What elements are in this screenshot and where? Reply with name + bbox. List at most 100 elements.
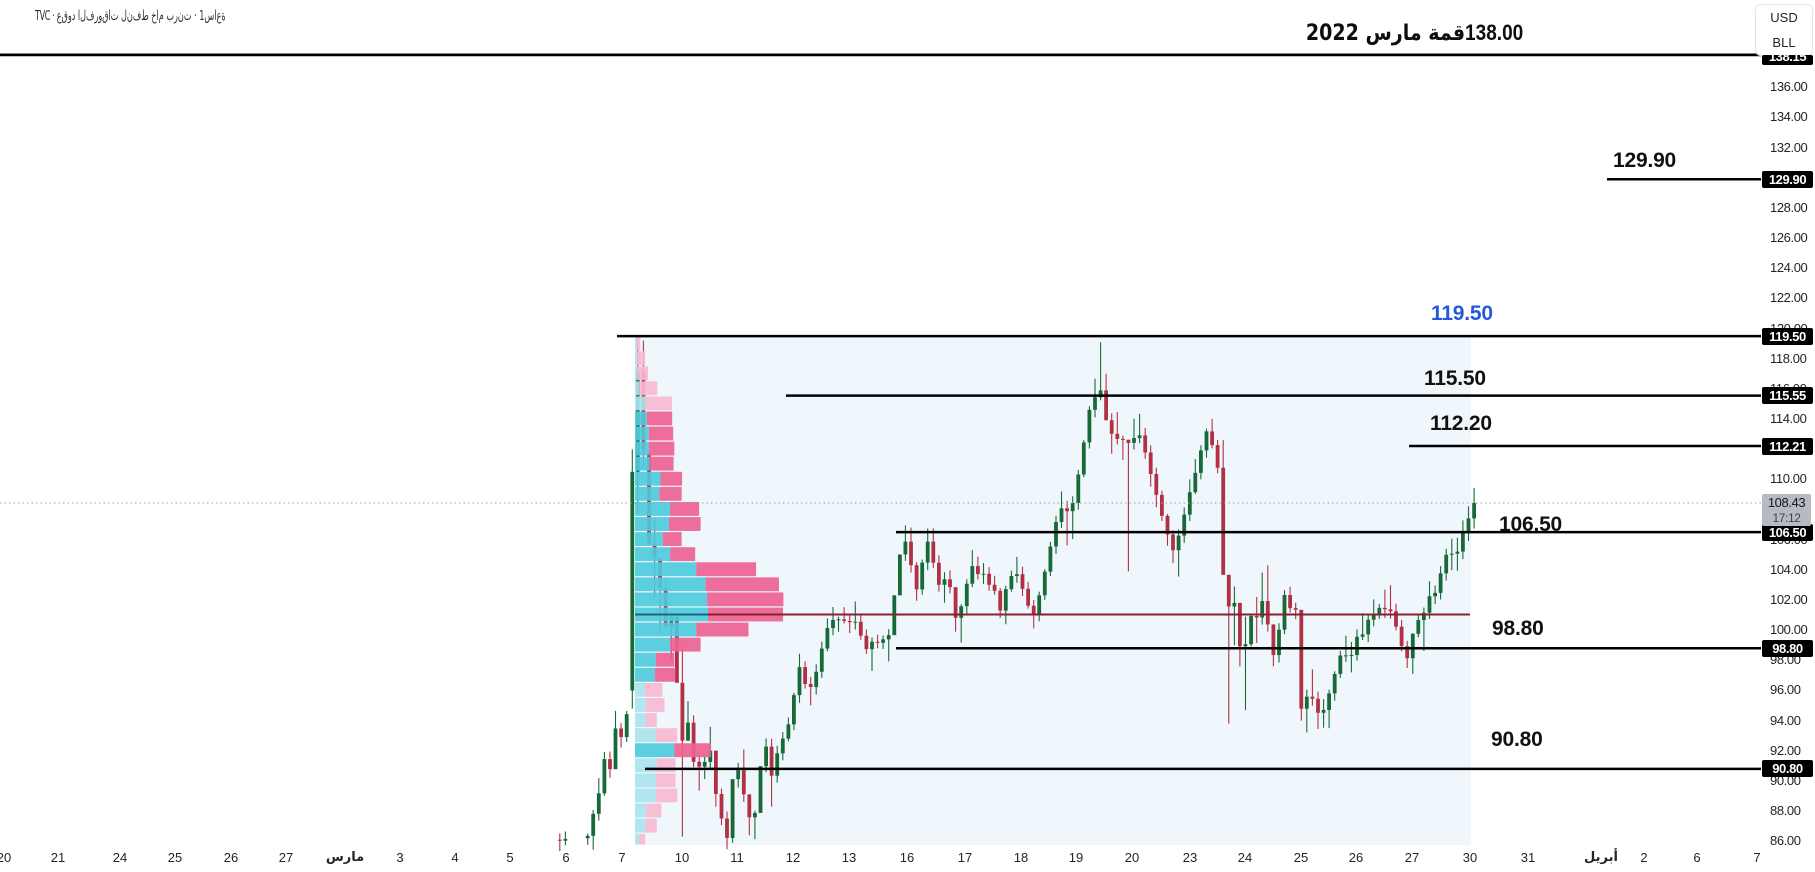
x-axis-tick-4[interactable]: 4	[451, 850, 459, 865]
profile-buy-bar[interactable]	[635, 743, 675, 758]
profile-sell-bar[interactable]	[696, 562, 757, 577]
candle-body[interactable]	[1338, 655, 1343, 674]
candle-body[interactable]	[1015, 574, 1019, 577]
candle-body[interactable]	[1232, 602, 1237, 607]
candle-body[interactable]	[619, 728, 623, 738]
candle-body[interactable]	[964, 583, 969, 607]
x-axis-tick-27[interactable]: 27	[278, 850, 294, 865]
candle-body[interactable]	[624, 714, 629, 738]
price-badge-90.80[interactable]: 90.80	[1762, 760, 1813, 778]
candle-body[interactable]	[747, 794, 752, 818]
candle-body[interactable]	[1076, 474, 1081, 503]
profile-buy-bar[interactable]	[635, 517, 669, 531]
profile-sell-bar[interactable]	[655, 773, 676, 788]
axis-currency[interactable]: USD	[1770, 10, 1798, 25]
candle-body[interactable]	[942, 579, 947, 585]
profile-sell-bar[interactable]	[636, 336, 641, 350]
profile-buy-bar[interactable]	[635, 547, 671, 562]
candle-body[interactable]	[1070, 502, 1075, 512]
candle-body[interactable]	[1321, 709, 1326, 713]
price-badge-112.21[interactable]: 112.21	[1762, 437, 1813, 455]
profile-sell-bar[interactable]	[645, 682, 663, 697]
candle-body[interactable]	[1081, 442, 1086, 475]
candle-body[interactable]	[870, 641, 874, 650]
candle-body[interactable]	[1243, 644, 1248, 647]
candle-body[interactable]	[1327, 693, 1331, 710]
candle-body[interactable]	[998, 590, 1003, 611]
candle-body[interactable]	[803, 667, 807, 684]
candle-body[interactable]	[819, 648, 824, 672]
profile-buy-bar[interactable]	[635, 637, 671, 652]
profile-buy-bar[interactable]	[635, 562, 697, 577]
candle-body[interactable]	[981, 573, 986, 575]
profile-sell-bar[interactable]	[659, 486, 682, 501]
profile-buy-bar[interactable]	[635, 698, 647, 712]
candle-body[interactable]	[1065, 508, 1069, 512]
candle-body[interactable]	[1226, 574, 1231, 607]
y-axis-tick[interactable]: 118.00	[1770, 350, 1807, 366]
candle-body[interactable]	[1416, 620, 1421, 634]
candle-body[interactable]	[797, 667, 802, 696]
candle-body[interactable]	[1399, 626, 1404, 647]
profile-sell-bar[interactable]	[660, 471, 683, 486]
candle-body[interactable]	[719, 793, 724, 819]
candle-body[interactable]	[1148, 452, 1153, 474]
y-axis-tick[interactable]: 94.00	[1770, 712, 1801, 728]
candle-body[interactable]	[808, 683, 813, 688]
candle-body[interactable]	[1410, 633, 1415, 659]
candle-body[interactable]	[1249, 615, 1253, 645]
candle-body[interactable]	[758, 766, 763, 813]
y-axis-tick[interactable]: 136.00	[1770, 79, 1808, 95]
candle-body[interactable]	[853, 621, 858, 623]
profile-buy-bar[interactable]	[635, 456, 650, 471]
candle-body[interactable]	[1204, 431, 1209, 451]
y-axis-tick[interactable]: 110.00	[1770, 471, 1807, 487]
profile-sell-bar[interactable]	[648, 441, 675, 456]
candle-body[interactable]	[1271, 624, 1276, 656]
candle-body[interactable]	[937, 562, 941, 585]
profile-buy-bar[interactable]	[635, 728, 656, 743]
x-axis-tick-10[interactable]: 10	[674, 850, 690, 865]
candle-body[interactable]	[686, 722, 690, 741]
candle-body[interactable]	[714, 750, 718, 794]
y-axis-tick[interactable]: 114.00	[1770, 411, 1807, 427]
candle-body[interactable]	[847, 620, 852, 623]
candle-body[interactable]	[1154, 473, 1159, 495]
candle-body[interactable]	[1037, 595, 1042, 614]
x-axis-tick-3[interactable]: 3	[396, 850, 404, 865]
candle-body[interactable]	[881, 639, 885, 643]
candle-body[interactable]	[775, 753, 780, 776]
candle-body[interactable]	[1366, 619, 1371, 635]
profile-sell-bar[interactable]	[670, 637, 701, 652]
candle-body[interactable]	[1187, 492, 1192, 515]
candle-body[interactable]	[1461, 532, 1465, 552]
candle-body[interactable]	[858, 621, 863, 636]
profile-sell-bar[interactable]	[696, 622, 749, 637]
candle-body[interactable]	[909, 541, 913, 566]
x-axis-tick-6[interactable]: 6	[1693, 850, 1701, 865]
candle-body[interactable]	[1394, 611, 1398, 627]
candle-body[interactable]	[730, 779, 735, 838]
candle-body[interactable]	[1104, 390, 1108, 421]
candle-body[interactable]	[602, 759, 607, 794]
profile-sell-bar[interactable]	[646, 803, 662, 818]
profile-buy-bar[interactable]	[635, 713, 646, 727]
profile-buy-bar[interactable]	[635, 622, 697, 637]
profile-buy-bar[interactable]	[635, 471, 661, 486]
profile-buy-bar[interactable]	[635, 501, 670, 516]
symbol-title[interactable]: TVC · ﻉﻕﻭﺩ ﺍﻝﻑﺭﻭﻕﺍﺕ ﻝﻥﻑﻁ ﺥﺍﻡ ﺏﺭﻥﺕ · 1ﺱﺍﻉ…	[35, 8, 226, 24]
x-axis-tick-30[interactable]: 30	[1462, 850, 1478, 865]
candle-body[interactable]	[1260, 601, 1265, 618]
price-badge-129.90[interactable]: 129.90	[1762, 170, 1813, 188]
candle-body[interactable]	[591, 813, 596, 836]
candle-body[interactable]	[725, 818, 729, 838]
candle-body[interactable]	[1433, 592, 1437, 597]
candle-body[interactable]	[1371, 613, 1376, 620]
candle-body[interactable]	[959, 606, 964, 618]
axis-unit-box[interactable]: USD BLL	[1755, 4, 1813, 56]
candle-body[interactable]	[1277, 629, 1281, 656]
candle-body[interactable]	[1254, 615, 1259, 618]
peak-annotation[interactable]: قمة مارس 2022138.00	[1306, 20, 1523, 46]
level-label-106.50[interactable]: 106.50	[1499, 513, 1563, 536]
